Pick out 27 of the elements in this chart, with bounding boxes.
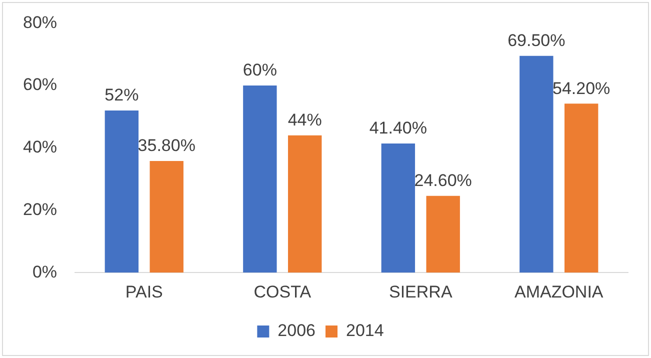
y-tick-label: 0% bbox=[32, 262, 58, 282]
bar bbox=[426, 196, 460, 273]
data-label: 69.50% bbox=[508, 31, 566, 50]
y-tick-label: 60% bbox=[22, 75, 58, 94]
data-label: 54.20% bbox=[552, 78, 610, 98]
y-tick-label: 20% bbox=[22, 200, 58, 219]
bar bbox=[104, 110, 139, 273]
y-tick-label: 40% bbox=[22, 138, 58, 157]
legend-label: 2014 bbox=[346, 321, 384, 340]
y-tick-label: 80% bbox=[22, 12, 58, 32]
bar bbox=[150, 160, 184, 273]
data-label: 60% bbox=[242, 60, 277, 80]
data-label: 52% bbox=[104, 86, 139, 105]
bar bbox=[520, 56, 554, 273]
x-tick-label: PAIS bbox=[125, 282, 163, 302]
bar bbox=[288, 135, 322, 273]
x-tick-label: SIERRA bbox=[388, 282, 453, 302]
legend-label: 2006 bbox=[278, 321, 316, 340]
bar bbox=[243, 86, 277, 273]
data-label: 44% bbox=[288, 110, 322, 130]
bar bbox=[381, 144, 416, 273]
data-label: 24.60% bbox=[414, 171, 472, 190]
data-label: 35.80% bbox=[138, 136, 196, 156]
x-tick-label: AMAZONIA bbox=[514, 282, 604, 302]
x-tick-label: COSTA bbox=[254, 282, 312, 302]
data-label: 41.40% bbox=[369, 118, 428, 138]
bar bbox=[564, 104, 598, 273]
